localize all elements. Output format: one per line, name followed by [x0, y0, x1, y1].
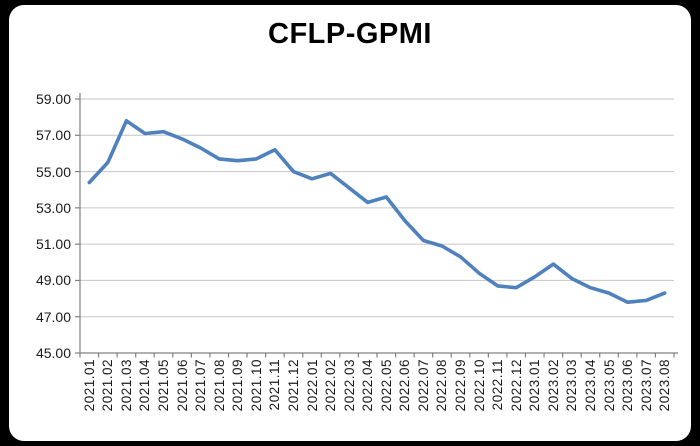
x-tick-label: 2022.12 [508, 359, 524, 412]
x-tick-label-slot: 2022.07 [414, 359, 432, 429]
x-tick-label-slot: 2023.05 [600, 359, 618, 429]
y-tick-label: 55.00 [35, 163, 71, 180]
x-tick-label-slot: 2021.12 [284, 359, 302, 429]
x-tick-label-slot: 2022.01 [303, 359, 321, 429]
x-tick-label-slot: 2021.03 [117, 359, 135, 429]
x-tick-label: 2021.08 [211, 359, 227, 412]
x-tick-label-slot: 2021.04 [136, 359, 154, 429]
x-tick-label: 2021.12 [285, 359, 301, 412]
x-tick-label-slot: 2021.02 [99, 359, 117, 429]
x-tick-label: 2023.08 [657, 359, 673, 412]
line-chart-plot [75, 93, 678, 358]
x-tick-label: 2023.06 [620, 359, 636, 412]
x-tick-label-slot: 2021.05 [155, 359, 173, 429]
x-tick-label: 2022.08 [434, 359, 450, 412]
x-tick-label: 2021.11 [267, 359, 283, 411]
x-tick-label-slot: 2022.05 [377, 359, 395, 429]
x-tick-label: 2022.09 [453, 359, 469, 412]
x-tick-label: 2023.04 [582, 359, 598, 412]
y-tick-label: 49.00 [35, 272, 71, 289]
x-tick-label: 2023.05 [601, 359, 617, 412]
x-tick-label-slot: 2023.03 [563, 359, 581, 429]
x-tick-label: 2023.01 [527, 359, 543, 412]
x-tick-label-slot: 2022.09 [452, 359, 470, 429]
chart-card: CFLP-GPMI 59.00 57.00 55.00 53.00 51.00 49.00… [9, 5, 691, 441]
x-tick-label-slot: 2023.08 [656, 359, 674, 429]
x-tick-label: 2021.01 [81, 359, 97, 412]
x-tick-label-slot: 2022.08 [433, 359, 451, 429]
x-tick-label-slot: 2022.04 [359, 359, 377, 429]
x-tick-label-slot: 2023.06 [619, 359, 637, 429]
x-tick-label: 2022.07 [415, 359, 431, 412]
x-tick-label: 2022.05 [378, 359, 394, 412]
x-tick-label: 2022.06 [397, 359, 413, 412]
gpmi-line-series [87, 119, 667, 305]
x-tick-label-slot: 2021.11 [266, 359, 284, 429]
x-tick-label-slot: 2023.02 [544, 359, 562, 429]
x-tick-label: 2021.02 [100, 359, 116, 412]
y-tick-label: 47.00 [35, 308, 71, 325]
x-tick-label: 2022.10 [471, 359, 487, 412]
x-tick-label-slot: 2021.07 [192, 359, 210, 429]
x-tick-label-slot: 2022.03 [340, 359, 358, 429]
x-tick-label: 2021.04 [137, 359, 153, 412]
x-tick-label-slot: 2022.06 [396, 359, 414, 429]
x-tick-label: 2023.02 [545, 359, 561, 412]
x-tick-label-slot: 2022.10 [470, 359, 488, 429]
x-tick-label: 2021.10 [248, 359, 264, 412]
x-tick-label: 2022.02 [323, 359, 339, 412]
x-tick-label-slot: 2021.09 [229, 359, 247, 429]
x-tick-label-slot: 2021.01 [80, 359, 98, 429]
x-tick-label: 2022.04 [360, 359, 376, 412]
x-tick-label-slot: 2021.08 [210, 359, 228, 429]
x-tick-label-slot: 2022.02 [322, 359, 340, 429]
chart-title: CFLP-GPMI [268, 18, 432, 50]
x-tick-label-slot: 2022.11 [489, 359, 507, 429]
x-tick-label: 2022.01 [304, 359, 320, 412]
x-tick-label: 2021.09 [230, 359, 246, 412]
x-tick-label: 2023.03 [564, 359, 580, 412]
y-tick-label: 53.00 [35, 199, 71, 216]
x-tick-label: 2021.03 [118, 359, 134, 412]
x-tick-label-slot: 2022.12 [507, 359, 525, 429]
x-tick-label: 2021.06 [174, 359, 190, 412]
x-tick-label-slot: 2021.06 [173, 359, 191, 429]
y-tick-label: 45.00 [35, 345, 71, 361]
y-tick-label: 59.00 [35, 91, 71, 107]
x-tick-label-slot: 2023.01 [526, 359, 544, 429]
x-tick-label: 2022.03 [341, 359, 357, 412]
y-tick-label: 57.00 [35, 127, 71, 144]
y-tick-label: 51.00 [35, 236, 71, 253]
x-tick-label-slot: 2021.10 [247, 359, 265, 429]
x-tick-label: 2022.11 [490, 359, 506, 411]
x-tick-label: 2021.07 [193, 359, 209, 412]
x-tick-label-slot: 2023.04 [581, 359, 599, 429]
x-tick-label: 2021.05 [156, 359, 172, 412]
x-tick-label: 2023.07 [638, 359, 654, 412]
x-tick-label-slot: 2023.07 [637, 359, 655, 429]
